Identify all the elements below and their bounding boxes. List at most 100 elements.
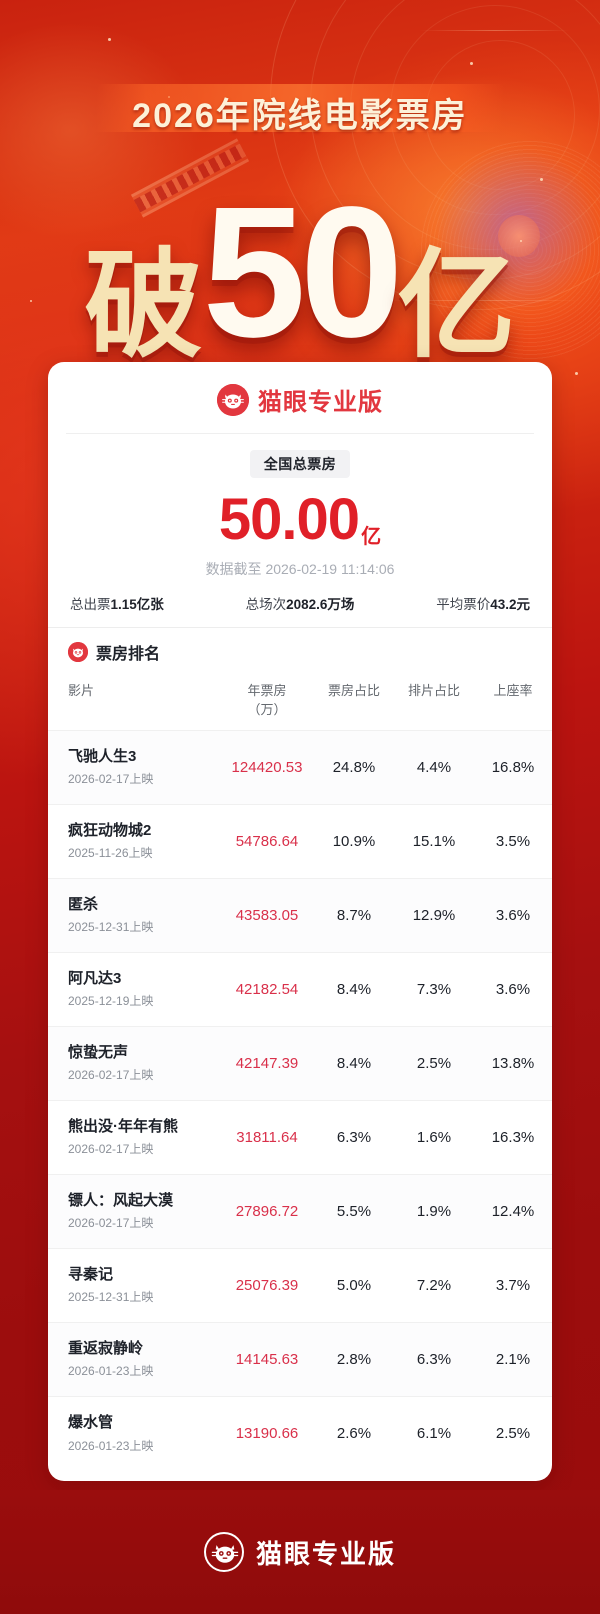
hero-number: 50 [202, 169, 404, 376]
maoyan-cat-icon [68, 642, 88, 662]
cell-film: 寻秦记 2025-12-31上映 [48, 1248, 220, 1323]
cell-show-share: 7.2% [394, 1248, 474, 1323]
cell-box-share: 24.8% [314, 730, 394, 805]
cell-film: 阿凡达3 2025-12-19上映 [48, 952, 220, 1027]
table-row[interactable]: 惊蛰无声 2026-02-17上映 42147.39 8.4% 2.5% 13.8% [48, 1026, 552, 1101]
cell-show-share: 7.3% [394, 952, 474, 1027]
cell-show-share: 12.9% [394, 878, 474, 953]
stat-label: 平均票价 [436, 597, 491, 612]
cell-box-share: 5.5% [314, 1174, 394, 1249]
stat-value: 2082.6万场 [286, 597, 355, 612]
col-header-show-share: 排片占比 [394, 674, 474, 731]
stat-total-tickets: 总出票1.15亿张 [70, 593, 164, 613]
film-title: 阿凡达3 [68, 969, 122, 987]
cell-seat-rate: 3.6% [474, 878, 552, 953]
divider [48, 627, 552, 628]
table-row[interactable]: 寻秦记 2025-12-31上映 25076.39 5.0% 7.2% 3.7% [48, 1248, 552, 1323]
footer-brand: 猫眼专业版 [0, 1490, 600, 1614]
film-release-date: 2025-12-31上映 [68, 1290, 154, 1305]
table-row[interactable]: 爆水管 2026-01-23上映 13190.66 2.6% 6.1% 2.5% [48, 1396, 552, 1471]
cell-show-share: 1.6% [394, 1100, 474, 1175]
cell-gross: 25076.39 [220, 1248, 314, 1323]
spark-dot [108, 38, 111, 41]
cell-gross: 13190.66 [220, 1396, 314, 1471]
col-sublabel: （万） [247, 702, 287, 717]
hero-break-char: 破 [84, 240, 203, 372]
film-release-date: 2025-12-31上映 [68, 920, 154, 935]
light-streak [380, 300, 580, 301]
brand-name: 猫眼专业版 [258, 389, 383, 416]
ranking-table: 影片 年票房 （万） 票房占比 排片占比 上座率 [48, 674, 552, 1471]
table-row[interactable]: 镖人：风起大漠 2026-02-17上映 27896.72 5.5% 1.9% 12.4% [48, 1174, 552, 1249]
film-release-date: 2026-02-17上映 [68, 1216, 154, 1231]
film-title: 惊蛰无声 [68, 1043, 129, 1061]
cell-film: 疯狂动物城2 2025-11-26上映 [48, 804, 220, 879]
summary-stats: 总出票1.15亿张 总场次2082.6万场 平均票价43.2元 [48, 593, 552, 627]
stat-total-showings: 总场次2082.6万场 [246, 593, 355, 613]
total-unit: 亿 [361, 526, 382, 548]
col-header-seat-rate: 上座率 [474, 674, 552, 731]
status-badge: 全国总票房 [249, 450, 351, 478]
col-header-gross: 年票房 （万） [220, 674, 314, 731]
table-row[interactable]: 飞驰人生3 2026-02-17上映 124420.53 24.8% 4.4% 16.8% [48, 730, 552, 805]
spark-dot [520, 240, 522, 242]
cell-film: 重返寂静岭 2026-01-23上映 [48, 1322, 220, 1397]
film-release-date: 2025-11-26上映 [68, 846, 153, 861]
cell-gross: 14145.63 [220, 1322, 314, 1397]
film-title: 寻秦记 [68, 1265, 114, 1283]
spark-dot [30, 300, 32, 302]
page-title: 2026年院线电影票房 [132, 97, 468, 135]
table-row[interactable]: 匿杀 2025-12-31上映 43583.05 8.7% 12.9% 3.6% [48, 878, 552, 953]
cell-box-share: 8.4% [314, 1026, 394, 1101]
stats-card: 猫眼专业版 全国总票房 50.00 亿 数据截至 2026-02-19 11:14… [48, 362, 552, 1481]
table-row[interactable]: 疯狂动物城2 2025-11-26上映 54786.64 10.9% 15.1% 3.5% [48, 804, 552, 879]
table-row[interactable]: 阿凡达3 2025-12-19上映 42182.54 8.4% 7.3% 3.6% [48, 952, 552, 1027]
cell-box-share: 2.8% [314, 1322, 394, 1397]
cell-show-share: 4.4% [394, 730, 474, 805]
cell-box-share: 2.6% [314, 1396, 394, 1471]
card-bottom-pad [48, 1471, 552, 1481]
cell-gross: 42147.39 [220, 1026, 314, 1101]
film-release-date: 2026-01-23上映 [68, 1364, 154, 1379]
footer-brand-name: 猫眼专业版 [255, 1538, 396, 1569]
table-row[interactable]: 熊出没·年年有熊 2026-02-17上映 31811.64 6.3% 1.6% 16.3… [48, 1100, 552, 1175]
col-label: 排片占比 [407, 683, 460, 698]
stat-value: 1.15亿张 [110, 597, 164, 612]
col-label: 影片 [68, 683, 95, 698]
film-title: 疯狂动物城2 [68, 821, 152, 839]
film-title: 重返寂静岭 [68, 1339, 144, 1357]
stat-value: 43.2元 [490, 597, 530, 612]
cell-film: 熊出没·年年有熊 2026-02-17上映 [48, 1100, 220, 1175]
total-box-office: 50.00 亿 [48, 478, 552, 555]
table-body: 飞驰人生3 2026-02-17上映 124420.53 24.8% 4.4% 16.8%… [48, 730, 552, 1471]
cell-seat-rate: 3.7% [474, 1248, 552, 1323]
cell-film: 匿杀 2025-12-31上映 [48, 878, 220, 953]
light-streak [420, 30, 570, 31]
cell-show-share: 2.5% [394, 1026, 474, 1101]
cell-seat-rate: 16.3% [474, 1100, 552, 1175]
cell-seat-rate: 16.8% [474, 730, 552, 805]
film-title: 飞驰人生3 [68, 747, 137, 765]
table-row[interactable]: 重返寂静岭 2026-01-23上映 14145.63 2.8% 6.3% 2.1% [48, 1322, 552, 1397]
film-title: 镖人：风起大漠 [68, 1191, 174, 1209]
as-of-timestamp: 数据截至 2026-02-19 11:14:06 [205, 561, 395, 577]
film-release-date: 2026-02-17上映 [68, 1142, 154, 1157]
film-title: 爆水管 [68, 1413, 114, 1431]
ranking-title: 票房排名 [96, 646, 161, 663]
cell-gross: 54786.64 [220, 804, 314, 879]
film-release-date: 2025-12-19上映 [68, 994, 154, 1009]
cell-show-share: 15.1% [394, 804, 474, 879]
cell-box-share: 6.3% [314, 1100, 394, 1175]
cell-gross: 43583.05 [220, 878, 314, 953]
film-title: 匿杀 [68, 895, 99, 913]
cell-show-share: 6.1% [394, 1396, 474, 1471]
col-header-box-share: 票房占比 [314, 674, 394, 731]
cell-film: 飞驰人生3 2026-02-17上映 [48, 730, 220, 805]
cell-show-share: 6.3% [394, 1322, 474, 1397]
card-brand-row: 猫眼专业版 [48, 362, 552, 433]
stat-label: 总出票 [70, 597, 111, 612]
maoyan-cat-icon [203, 1532, 244, 1572]
col-label: 年票房 [247, 683, 287, 698]
spark-dot [540, 178, 543, 181]
